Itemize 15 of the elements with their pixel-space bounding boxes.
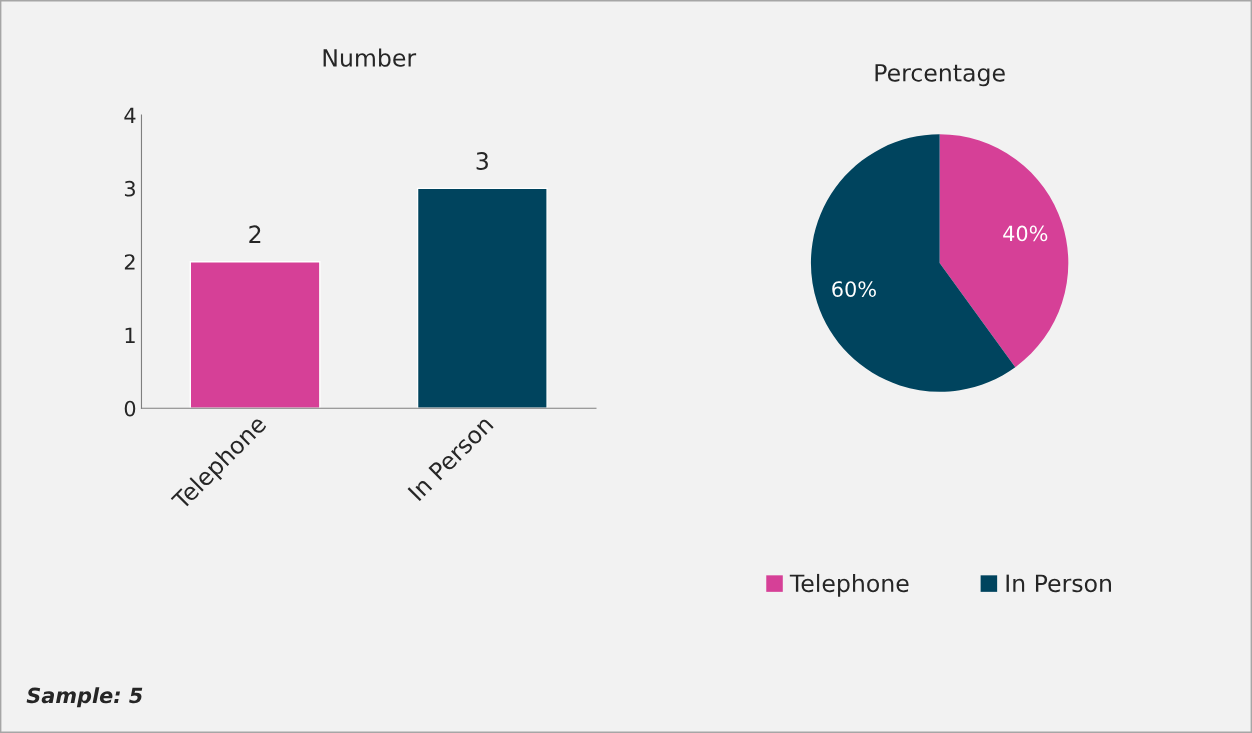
y-tick-label: 0 (124, 400, 136, 417)
y-tick-label: 2 (124, 254, 135, 270)
text: Sample: 5 (26, 687, 143, 708)
y-tick-label: 4 (124, 107, 136, 123)
pie-slice (939, 134, 1069, 368)
chart-title: Percentage (875, 64, 1005, 87)
data-label: 40% (1003, 225, 1048, 242)
data-label: 60% (832, 281, 876, 297)
y-tick-label: 1 (125, 327, 135, 343)
legend-label: Telephone (789, 573, 909, 597)
chart-title: Number (323, 48, 417, 67)
legend-label: In Person (1006, 574, 1111, 593)
data-label: 3 (476, 152, 488, 170)
data-label: 2 (249, 225, 261, 243)
y-tick-label: 3 (124, 180, 135, 197)
